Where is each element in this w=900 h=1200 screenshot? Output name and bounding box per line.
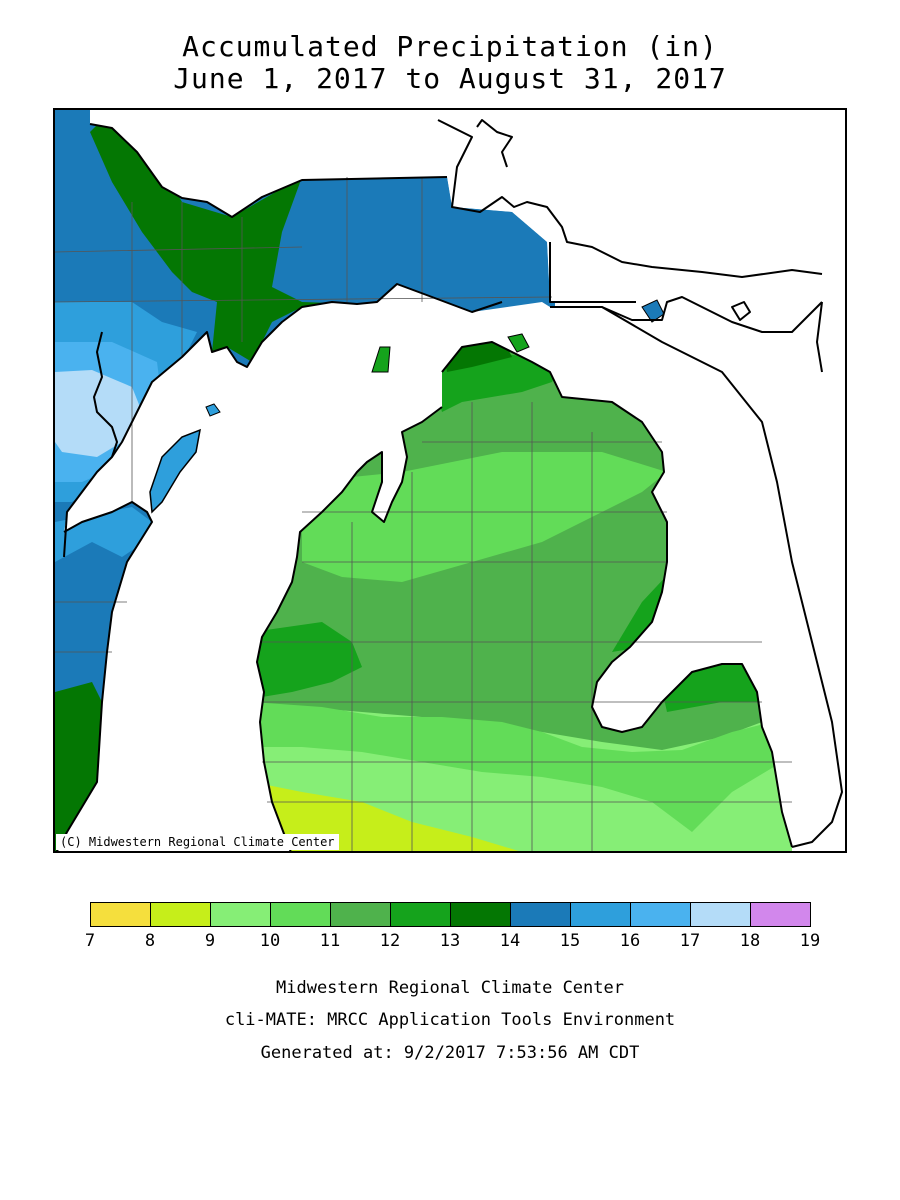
legend-tick-label: 16 [619, 931, 641, 951]
legend-swatch [570, 902, 631, 927]
legend-tick-label: 17 [679, 931, 701, 951]
island-zone [205, 403, 221, 417]
legend-tick-label: 19 [799, 931, 821, 951]
map-title: Accumulated Precipitation (in) [182, 30, 718, 63]
map-copyright-label: (C) Midwestern Regional Climate Center [56, 834, 339, 850]
legend-tick-label: 18 [739, 931, 761, 951]
legend-swatch [150, 902, 211, 927]
legend-swatch [510, 902, 571, 927]
footer-application: cli-MATE: MRCC Application Tools Environ… [224, 1010, 676, 1030]
coastlines [55, 119, 843, 851]
legend-swatch [270, 902, 331, 927]
legend-tick-label: 15 [559, 931, 581, 951]
island-zone [507, 333, 530, 353]
county-boundaries [55, 177, 792, 851]
legend-tick-label: 7 [84, 931, 96, 951]
color-legend [90, 902, 811, 927]
island-zone [371, 346, 391, 373]
precipitation-map [53, 108, 847, 853]
legend-tick-label: 13 [439, 931, 461, 951]
island-zone [641, 299, 665, 323]
legend-swatch [330, 902, 391, 927]
legend-tick-label: 8 [144, 931, 156, 951]
map-subtitle-date-range: June 1, 2017 to August 31, 2017 [173, 62, 727, 95]
legend-swatch [450, 902, 511, 927]
legend-tick-label: 12 [379, 931, 401, 951]
legend-tick-label: 9 [204, 931, 216, 951]
footer-generated-timestamp: Generated at: 9/2/2017 7:53:56 AM CDT [260, 1043, 640, 1063]
legend-tick-label: 10 [259, 931, 281, 951]
legend-tick-label: 11 [319, 931, 341, 951]
legend-swatch [210, 902, 271, 927]
footer-organization: Midwestern Regional Climate Center [276, 978, 624, 998]
legend-swatch [750, 902, 811, 927]
island-zone [149, 428, 201, 514]
legend-swatch [390, 902, 451, 927]
legend-swatch [630, 902, 691, 927]
legend-swatch [90, 902, 151, 927]
legend-tick-label: 14 [499, 931, 521, 951]
legend-swatch [690, 902, 751, 927]
